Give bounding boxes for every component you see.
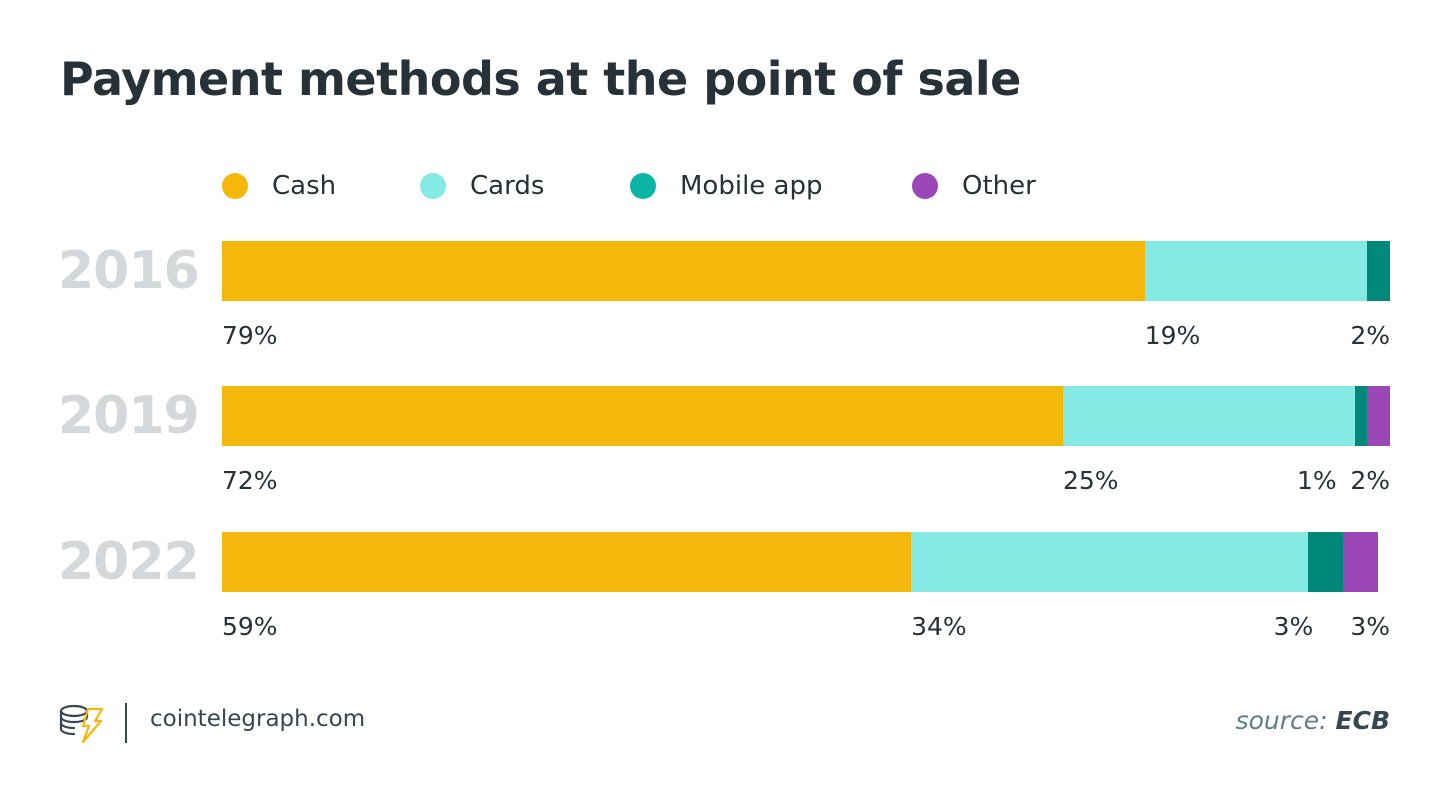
data-label: 72% <box>222 466 278 495</box>
cointelegraph-logo-icon <box>59 704 104 744</box>
data-label: 59% <box>222 612 278 641</box>
legend-swatch <box>912 173 938 199</box>
data-label: 25% <box>1062 466 1119 495</box>
data-label: 2% <box>1350 466 1390 495</box>
legend-item-cash: Cash <box>222 168 336 204</box>
legend-swatch <box>630 173 656 199</box>
stacked-bar-2019 <box>222 386 1390 446</box>
bar-segment-other <box>1343 532 1379 592</box>
data-label: 3% <box>1350 612 1390 641</box>
bar-segment-cash <box>222 532 912 592</box>
footer-site-link[interactable]: cointelegraph.com <box>150 706 366 732</box>
stacked-bar-2022 <box>222 532 1390 592</box>
data-label: 1% <box>1296 466 1337 495</box>
legend-label: Mobile app <box>680 171 823 201</box>
bar-segment-cash <box>222 241 1145 301</box>
legend-item-mobile-app: Mobile app <box>630 168 823 204</box>
legend-label: Cash <box>272 171 337 201</box>
legend-label: Cards <box>470 171 545 201</box>
data-label: 34% <box>911 612 967 641</box>
stacked-bar-2016 <box>222 241 1390 301</box>
chart-legend: Cash Cards Mobile app Other <box>222 168 1122 204</box>
bar-segment-cards <box>1062 386 1355 446</box>
legend-item-other: Other <box>912 168 1036 204</box>
data-label: 19% <box>1144 321 1201 350</box>
source-prefix: source: <box>1235 706 1328 735</box>
legend-swatch <box>222 173 248 199</box>
data-label: 2% <box>1350 321 1390 350</box>
bar-segment-other <box>1366 386 1390 446</box>
chart-title: Payment methods at the point of sale <box>60 52 1021 106</box>
category-label: 2016 <box>58 241 200 301</box>
source-name: ECB <box>1335 706 1390 735</box>
bar-segment-cards <box>1144 241 1367 301</box>
bar-segment-mobile-app <box>1366 241 1390 301</box>
category-label: 2019 <box>58 386 200 446</box>
data-label: 3% <box>1273 612 1314 641</box>
data-label: 79% <box>222 321 278 350</box>
footer-divider <box>125 703 127 743</box>
footer-source: source: ECB <box>1236 706 1390 735</box>
bar-segment-cards <box>911 532 1309 592</box>
bar-segment-mobile-app <box>1354 386 1367 446</box>
legend-swatch <box>420 173 446 199</box>
category-label: 2022 <box>58 532 200 592</box>
bar-segment-cash <box>222 386 1063 446</box>
legend-item-cards: Cards <box>420 168 544 204</box>
legend-label: Other <box>962 171 1036 201</box>
bar-segment-mobile-app <box>1308 532 1344 592</box>
